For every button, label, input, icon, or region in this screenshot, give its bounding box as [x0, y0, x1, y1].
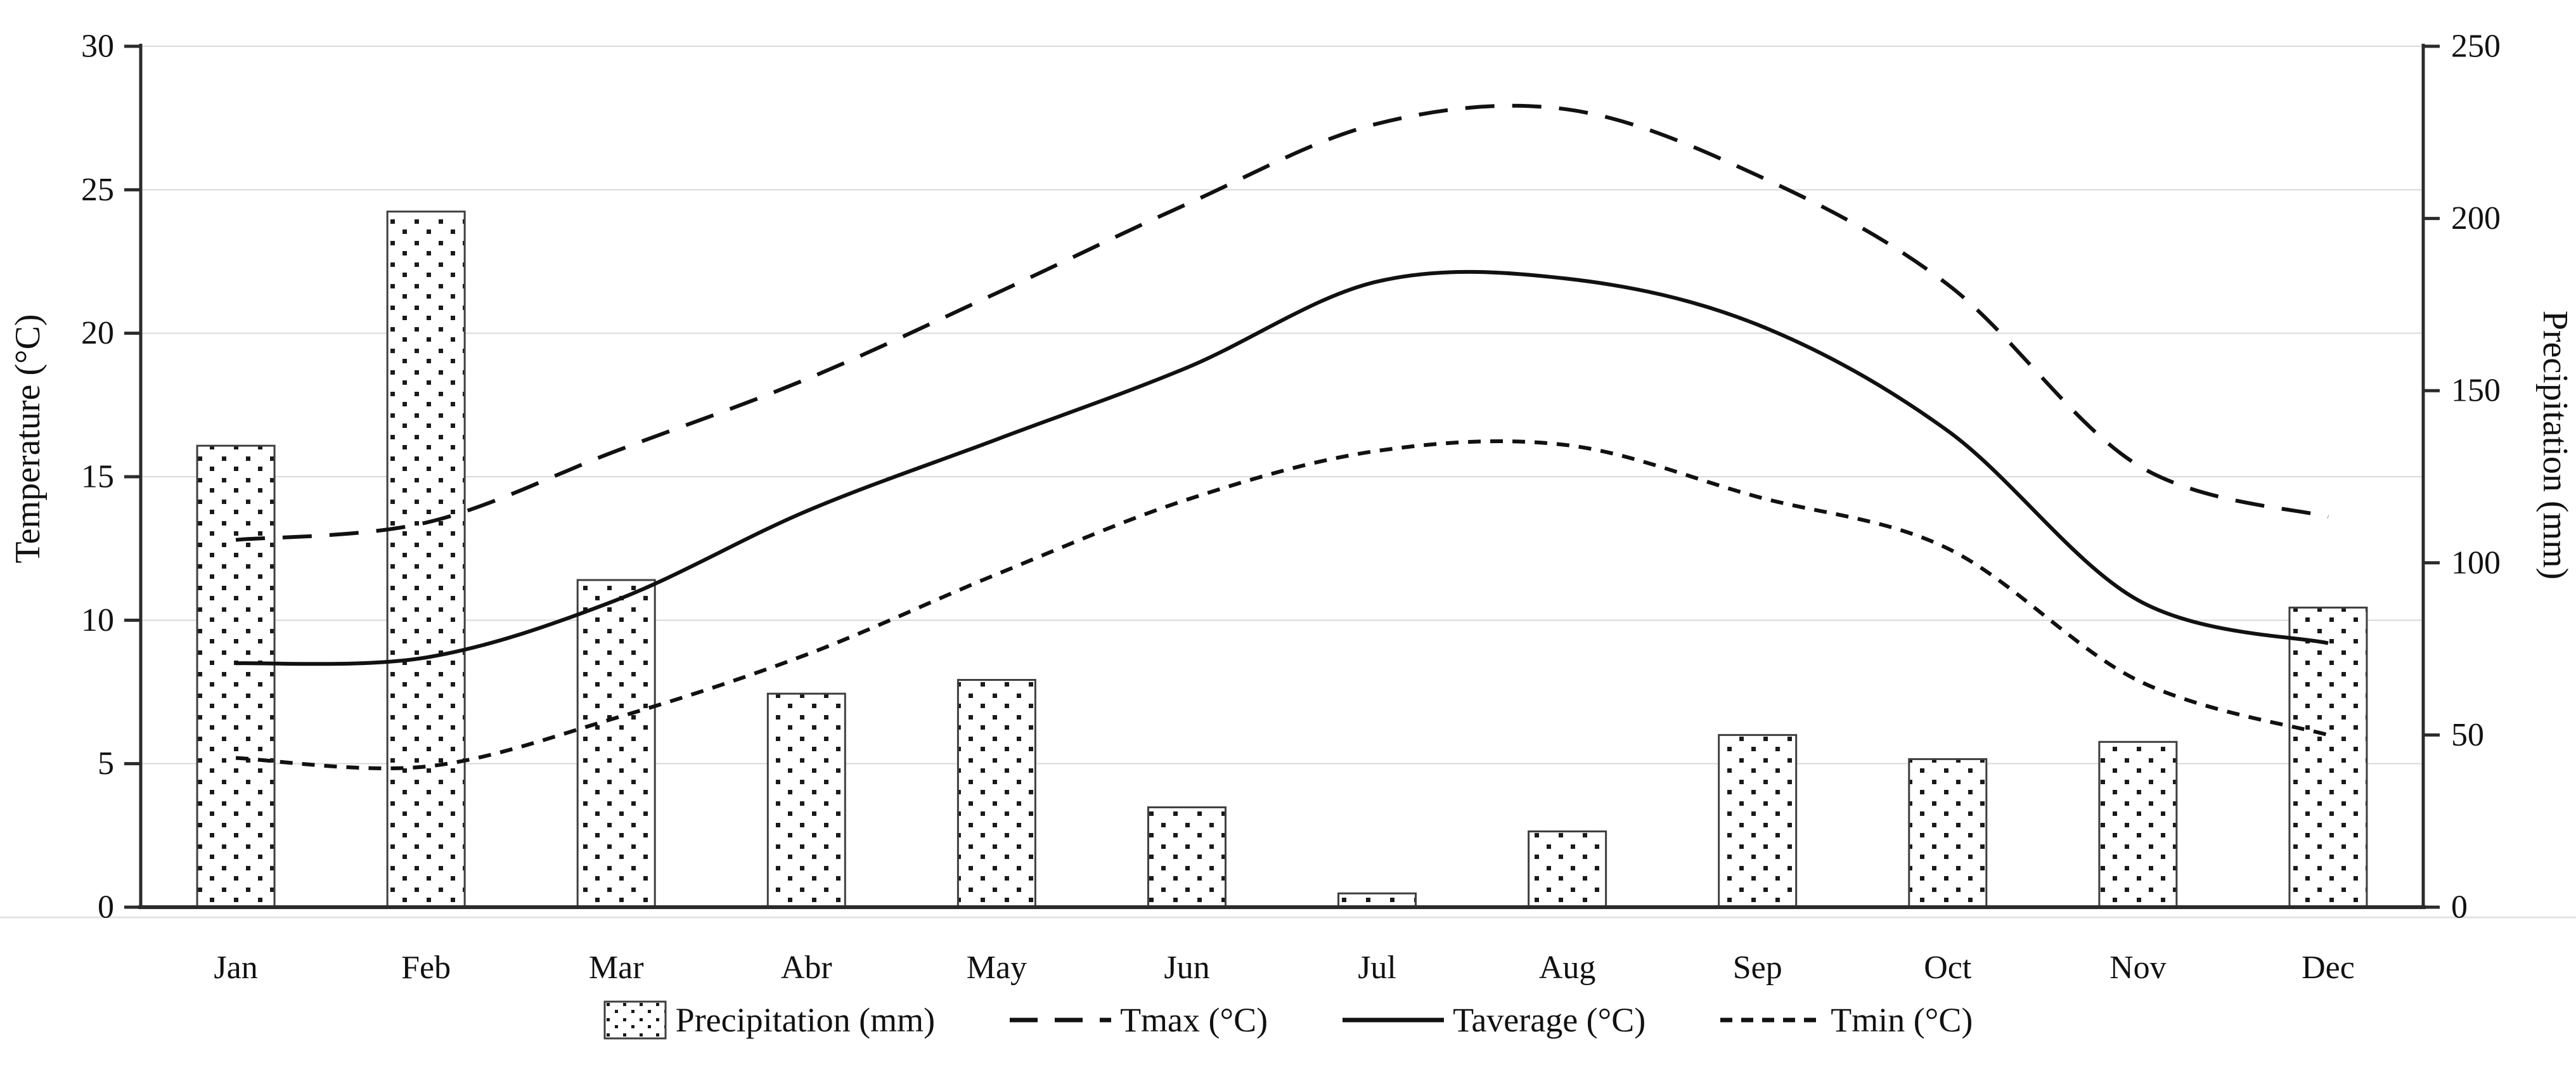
month-label-sep: Sep: [1733, 950, 1782, 986]
month-label-nov: Nov: [2109, 950, 2167, 986]
legend-item-taverage: Taverage (°C): [1343, 1000, 1645, 1040]
tminc-line: [235, 439, 2329, 771]
legend-label: Tmax (°C): [1120, 1001, 1268, 1039]
right-tick-label: 0: [2451, 889, 2468, 926]
legend-item-tmin: Tmin (°C): [1720, 1000, 1973, 1040]
month-label-mar: Mar: [589, 950, 644, 986]
right-tick-label: 100: [2451, 545, 2501, 581]
right-tick-label: 250: [2451, 29, 2501, 65]
bar-jul: [1337, 892, 1417, 908]
precipitation-swatch-icon: [603, 1000, 667, 1040]
left-tick-label: 25: [81, 172, 114, 208]
taveragec-line: [235, 269, 2329, 666]
bar-sep: [1718, 733, 1798, 908]
bar-aug: [1528, 830, 1607, 908]
left-tick-label: 0: [98, 889, 114, 926]
month-label-aug: Aug: [1539, 950, 1596, 986]
left-tick-label: 5: [98, 746, 114, 782]
legend-item-tmax: Tmax (°C): [1010, 1000, 1268, 1040]
month-label-jul: Jul: [1358, 950, 1396, 986]
month-label-feb: Feb: [401, 950, 451, 986]
month-label-jun: Jun: [1164, 950, 1209, 986]
taverage-line-swatch-icon: [1343, 1017, 1445, 1023]
month-label-dec: Dec: [2302, 950, 2355, 986]
tmin-line-swatch-icon: [1720, 1017, 1822, 1023]
right-axis-title: Precipitation (mm): [2535, 311, 2575, 580]
left-tick-label: 15: [81, 459, 114, 495]
tmax-line-swatch-icon: [1010, 1017, 1112, 1023]
right-tick-label: 200: [2451, 200, 2501, 236]
bar-nov: [2098, 740, 2178, 908]
month-label-abr: Abr: [781, 950, 832, 986]
legend-label: Tmin (°C): [1831, 1001, 1973, 1039]
month-label-jan: Jan: [214, 950, 257, 986]
chart-legend: Precipitation (mm) Tmax (°C) Taverage (°…: [0, 1000, 2576, 1040]
bar-abr: [766, 692, 846, 908]
left-tick-label: 10: [81, 602, 114, 638]
bar-oct: [1908, 758, 1988, 908]
bar-jun: [1147, 806, 1227, 908]
left-tick-label: 20: [81, 315, 114, 351]
tmaxc-line: [235, 103, 2329, 542]
legend-item-precipitation: Precipitation (mm): [603, 1000, 935, 1040]
legend-label: Precipitation (mm): [675, 1001, 936, 1039]
bar-feb: [386, 210, 466, 908]
legend-label: Taverage (°C): [1453, 1001, 1646, 1039]
left-axis-title: Temperature (°C): [8, 314, 48, 563]
month-label-oct: Oct: [1924, 950, 1972, 986]
bar-may: [956, 678, 1036, 908]
bar-jan: [196, 444, 276, 908]
bar-dec: [2288, 606, 2368, 908]
month-label-may: May: [967, 950, 1027, 986]
bar-mar: [576, 579, 656, 908]
right-tick-label: 50: [2451, 717, 2484, 753]
right-tick-label: 150: [2451, 373, 2501, 409]
left-tick-label: 30: [81, 29, 114, 65]
